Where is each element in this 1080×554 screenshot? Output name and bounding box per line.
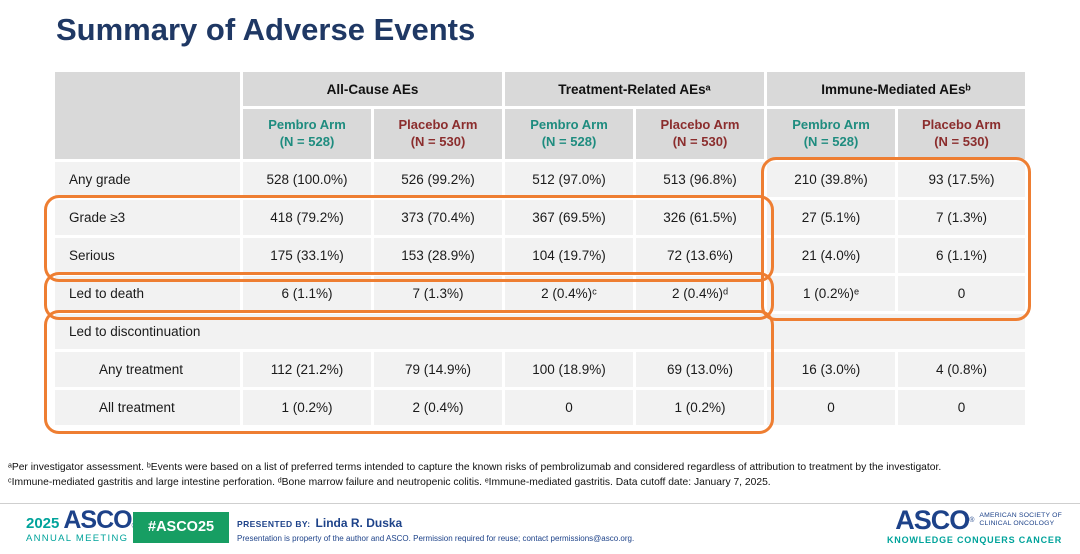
row-label-any-treatment: Any treatment bbox=[55, 352, 240, 387]
meeting-org: ASCO bbox=[63, 506, 132, 534]
table-cell: 512 (97.0%) bbox=[505, 162, 633, 197]
table-cell: 513 (96.8%) bbox=[636, 162, 764, 197]
asco-annual-meeting-logo: 2025 ASCO ® ANNUAL MEETING bbox=[26, 506, 137, 545]
table-cell: 526 (99.2%) bbox=[374, 162, 502, 197]
table-cell: 104 (19.7%) bbox=[505, 238, 633, 273]
footer-divider bbox=[0, 503, 1080, 504]
row-label-grade-3: Grade ≥3 bbox=[55, 200, 240, 235]
table-cell: 1 (0.2%) bbox=[243, 390, 371, 425]
table-cell: 418 (79.2%) bbox=[243, 200, 371, 235]
meeting-name: ANNUAL MEETING bbox=[26, 533, 129, 544]
table-cell: 2 (0.4%)ᵈ bbox=[636, 276, 764, 311]
table-cell: 210 (39.8%) bbox=[767, 162, 895, 197]
table-cell: 93 (17.5%) bbox=[898, 162, 1025, 197]
table-cell: 112 (21.2%) bbox=[243, 352, 371, 387]
adverse-events-table: All-Cause AEs Treatment-Related AEsᵃ Imm… bbox=[55, 72, 1025, 425]
footnotes: ᵃPer investigator assessment. ᵇEvents we… bbox=[8, 460, 1074, 490]
column-group-treatment-related: Treatment-Related AEsᵃ bbox=[505, 72, 764, 106]
table-cell: 0 bbox=[898, 390, 1025, 425]
arm-n: (N = 528) bbox=[279, 134, 335, 149]
table-cell: 6 (1.1%) bbox=[243, 276, 371, 311]
asco-society-line1: AMERICAN SOCIETY OF bbox=[979, 511, 1062, 519]
table-cell: 367 (69.5%) bbox=[505, 200, 633, 235]
table-cell: 528 (100.0%) bbox=[243, 162, 371, 197]
presented-by-label: PRESENTED BY: bbox=[237, 519, 311, 529]
row-label-led-to-death: Led to death bbox=[55, 276, 240, 311]
presented-by-block: PRESENTED BY: Linda R. Duska Presentatio… bbox=[237, 516, 634, 543]
asco-wordmark: ASCO bbox=[895, 505, 970, 535]
table-cell: 6 (1.1%) bbox=[898, 238, 1025, 273]
column-header-placebo-treatment-related: Placebo Arm (N = 530) bbox=[636, 109, 764, 159]
table-cell: 1 (0.2%) bbox=[636, 390, 764, 425]
arm-n: (N = 530) bbox=[672, 134, 728, 149]
table-cell: 21 (4.0%) bbox=[767, 238, 895, 273]
table-cell: 79 (14.9%) bbox=[374, 352, 502, 387]
registered-mark: ® bbox=[969, 516, 975, 524]
footnote-line-1: ᵃPer investigator assessment. ᵇEvents we… bbox=[8, 462, 942, 473]
hashtag-badge: #ASCO25 bbox=[133, 512, 230, 543]
arm-n: (N = 528) bbox=[541, 134, 597, 149]
table-cell: 175 (33.1%) bbox=[243, 238, 371, 273]
column-header-pembro-treatment-related: Pembro Arm (N = 528) bbox=[505, 109, 633, 159]
table-cell: 0 bbox=[767, 390, 895, 425]
meeting-year: 2025 bbox=[26, 515, 60, 532]
table-cell: 7 (1.3%) bbox=[374, 276, 502, 311]
presenter-name: Linda R. Duska bbox=[315, 516, 403, 530]
arm-name: Placebo Arm bbox=[398, 117, 478, 133]
table-cell: 16 (3.0%) bbox=[767, 352, 895, 387]
arm-n: (N = 528) bbox=[803, 134, 859, 149]
arm-name: Pembro Arm bbox=[530, 117, 608, 133]
footnote-line-2: ᶜImmune-mediated gastritis and large int… bbox=[8, 477, 771, 488]
table-corner-cell bbox=[55, 72, 240, 159]
column-group-immune-mediated: Immune-Mediated AEsᵇ bbox=[767, 72, 1025, 106]
table-cell: 153 (28.9%) bbox=[374, 238, 502, 273]
asco-logo: ASCO ® AMERICAN SOCIETY OF CLINICAL ONCO… bbox=[886, 505, 1062, 546]
table-cell: 1 (0.2%)ᵉ bbox=[767, 276, 895, 311]
table-cell: 2 (0.4%) bbox=[374, 390, 502, 425]
row-label-led-to-discontinuation: Led to discontinuation bbox=[55, 314, 1025, 349]
column-header-pembro-all-cause: Pembro Arm (N = 528) bbox=[243, 109, 371, 159]
asco-society-line2: CLINICAL ONCOLOGY bbox=[979, 520, 1055, 527]
arm-name: Pembro Arm bbox=[268, 117, 346, 133]
row-label-serious: Serious bbox=[55, 238, 240, 273]
asco-tagline: KNOWLEDGE CONQUERS CANCER bbox=[886, 535, 1062, 545]
table-cell: 373 (70.4%) bbox=[374, 200, 502, 235]
column-header-pembro-immune-mediated: Pembro Arm (N = 528) bbox=[767, 109, 895, 159]
table-cell: 2 (0.4%)ᶜ bbox=[505, 276, 633, 311]
table-cell: 7 (1.3%) bbox=[898, 200, 1025, 235]
page-title: Summary of Adverse Events bbox=[56, 12, 476, 47]
table-cell: 72 (13.6%) bbox=[636, 238, 764, 273]
table-cell: 0 bbox=[898, 276, 1025, 311]
arm-n: (N = 530) bbox=[410, 134, 466, 149]
column-header-placebo-all-cause: Placebo Arm (N = 530) bbox=[374, 109, 502, 159]
arm-n: (N = 530) bbox=[934, 134, 989, 149]
table-cell: 326 (61.5%) bbox=[636, 200, 764, 235]
table-cell: 4 (0.8%) bbox=[898, 352, 1025, 387]
arm-name: Placebo Arm bbox=[922, 117, 1001, 133]
column-group-all-cause: All-Cause AEs bbox=[243, 72, 502, 106]
row-label-any-grade: Any grade bbox=[55, 162, 240, 197]
arm-name: Placebo Arm bbox=[660, 117, 740, 133]
table-cell: 27 (5.1%) bbox=[767, 200, 895, 235]
disclaimer-text: Presentation is property of the author a… bbox=[237, 534, 635, 543]
table-cell: 100 (18.9%) bbox=[505, 352, 633, 387]
table-cell: 69 (13.0%) bbox=[636, 352, 764, 387]
row-label-all-treatment: All treatment bbox=[55, 390, 240, 425]
column-header-placebo-immune-mediated: Placebo Arm (N = 530) bbox=[898, 109, 1025, 159]
arm-name: Pembro Arm bbox=[792, 117, 870, 133]
table-cell: 0 bbox=[505, 390, 633, 425]
